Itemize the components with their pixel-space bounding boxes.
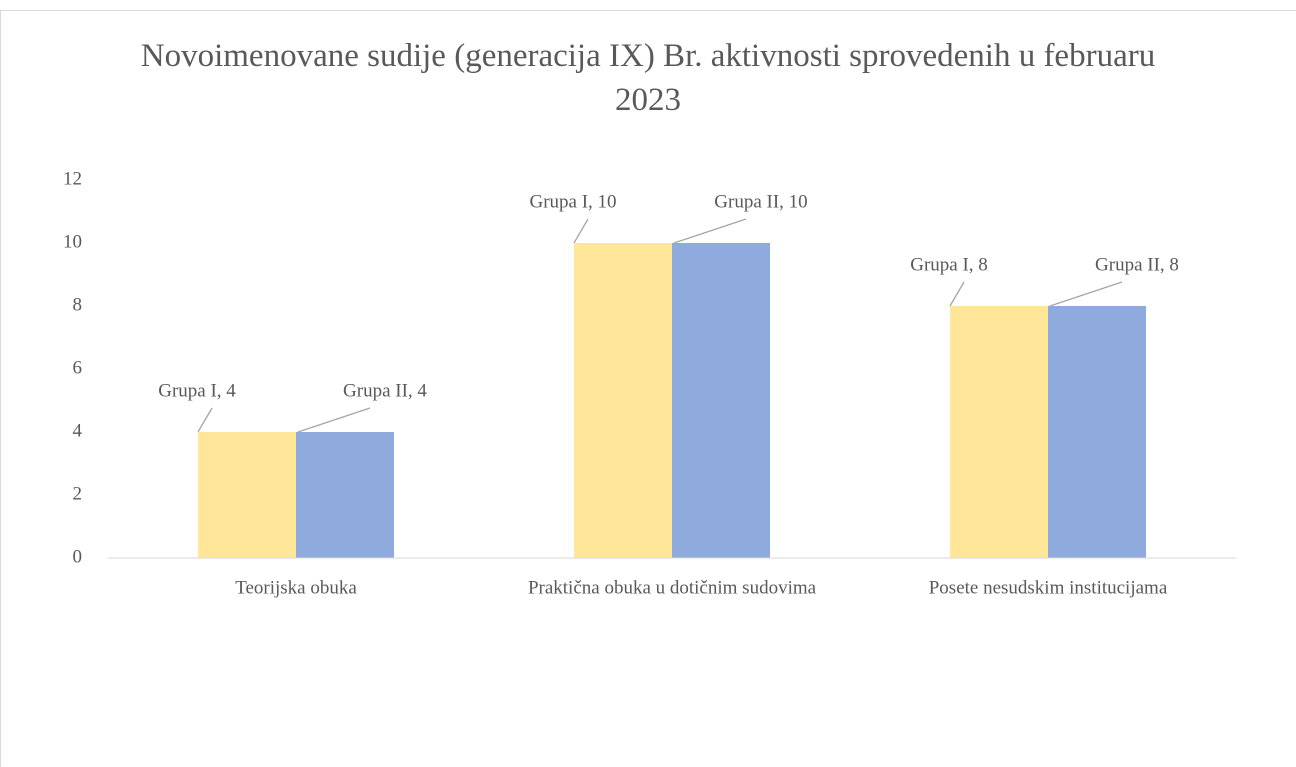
data-label: Grupa I, 10 [529, 191, 616, 212]
y-tick-label: 8 [73, 294, 83, 315]
y-tick-label: 2 [73, 483, 83, 504]
bar [950, 306, 1048, 558]
leader-line [573, 218, 589, 244]
y-tick-label: 12 [63, 168, 82, 189]
bar [1048, 306, 1146, 558]
y-tick-label: 10 [63, 231, 82, 252]
leader-line [673, 218, 747, 244]
leader-line [297, 407, 371, 433]
y-tick-label: 0 [73, 546, 83, 567]
leader-line [197, 407, 213, 433]
data-label: Grupa II, 8 [1095, 254, 1179, 275]
x-tick-label: Posete nesudskim institucijama [929, 577, 1168, 598]
data-label: Grupa II, 4 [343, 380, 427, 401]
leader-line [949, 281, 965, 307]
leader-line [1049, 281, 1123, 307]
y-tick-label: 4 [73, 420, 83, 441]
data-label: Grupa II, 10 [714, 191, 807, 212]
data-label: Grupa I, 8 [910, 254, 988, 275]
bar [672, 243, 770, 558]
chart-title: Novoimenovane sudije (generacija IX) Br.… [140, 38, 1156, 118]
x-tick-label: Praktična obuka u dotičnim sudovima [528, 577, 817, 598]
y-tick-label: 6 [73, 357, 83, 378]
bar [574, 243, 672, 558]
x-tick-label: Teorijska obuka [235, 577, 357, 598]
bar [198, 432, 296, 558]
data-label: Grupa I, 4 [158, 380, 236, 401]
bar [296, 432, 394, 558]
